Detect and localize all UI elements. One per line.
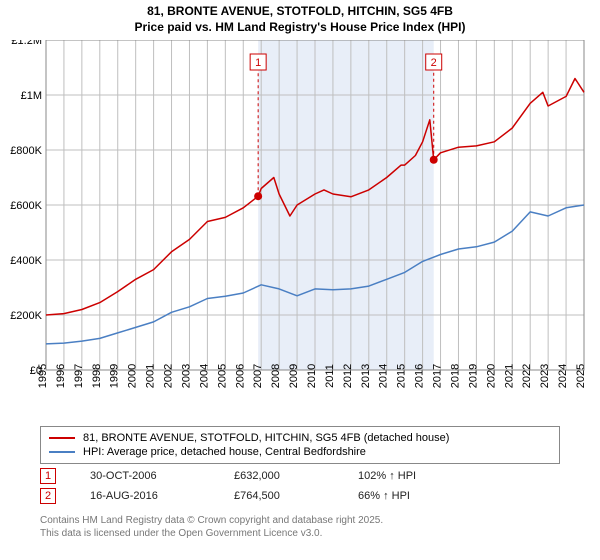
x-tick-label: 2021 bbox=[503, 364, 515, 388]
x-tick-label: 2003 bbox=[180, 364, 192, 388]
legend-swatch bbox=[49, 451, 75, 453]
legend-row: 81, BRONTE AVENUE, STOTFOLD, HITCHIN, SG… bbox=[49, 431, 551, 445]
legend-label: HPI: Average price, detached house, Cent… bbox=[83, 446, 366, 458]
x-tick-label: 1999 bbox=[109, 364, 121, 388]
y-tick-label: £400K bbox=[10, 255, 42, 267]
marker-dot bbox=[254, 192, 262, 200]
x-tick-label: 2018 bbox=[449, 364, 461, 388]
x-tick-label: 1998 bbox=[91, 364, 103, 388]
x-tick-label: 1997 bbox=[73, 364, 85, 388]
x-tick-label: 2007 bbox=[252, 364, 264, 388]
marker-pct: 102% ↑ HPI bbox=[358, 470, 468, 482]
x-tick-label: 2006 bbox=[234, 364, 246, 388]
legend: 81, BRONTE AVENUE, STOTFOLD, HITCHIN, SG… bbox=[40, 426, 560, 464]
x-tick-label: 2014 bbox=[378, 364, 390, 388]
marker-pct: 66% ↑ HPI bbox=[358, 490, 468, 502]
y-tick-label: £600K bbox=[10, 200, 42, 212]
marker-dot bbox=[430, 156, 438, 164]
chart-area: £0£200K£400K£600K£800K£1M£1.2M1995199619… bbox=[6, 40, 594, 420]
marker-date: 30-OCT-2006 bbox=[90, 470, 200, 482]
title-line1: 81, BRONTE AVENUE, STOTFOLD, HITCHIN, SG… bbox=[0, 4, 600, 20]
x-tick-label: 2001 bbox=[145, 364, 157, 388]
x-tick-label: 2012 bbox=[342, 364, 354, 388]
footer-note: Contains HM Land Registry data © Crown c… bbox=[40, 514, 383, 540]
x-tick-label: 2022 bbox=[521, 364, 533, 388]
y-tick-label: £200K bbox=[10, 310, 42, 322]
x-tick-label: 2010 bbox=[306, 364, 318, 388]
title-block: 81, BRONTE AVENUE, STOTFOLD, HITCHIN, SG… bbox=[0, 0, 600, 35]
x-tick-label: 2016 bbox=[414, 364, 426, 388]
x-tick-label: 2011 bbox=[324, 364, 336, 388]
x-tick-label: 2019 bbox=[467, 364, 479, 388]
marker-num-box: 2 bbox=[40, 488, 56, 504]
x-tick-label: 1996 bbox=[55, 364, 67, 388]
chart-figure: 81, BRONTE AVENUE, STOTFOLD, HITCHIN, SG… bbox=[0, 0, 600, 560]
marker-num: 1 bbox=[255, 57, 261, 69]
y-tick-label: £800K bbox=[10, 145, 42, 157]
legend-swatch bbox=[49, 437, 75, 439]
chart-svg: £0£200K£400K£600K£800K£1M£1.2M1995199619… bbox=[6, 40, 594, 420]
x-tick-label: 2005 bbox=[216, 364, 228, 388]
x-tick-label: 2009 bbox=[288, 364, 300, 388]
marker-table-row: 1 30-OCT-2006 £632,000 102% ↑ HPI bbox=[40, 466, 560, 486]
legend-label: 81, BRONTE AVENUE, STOTFOLD, HITCHIN, SG… bbox=[83, 432, 449, 444]
x-tick-label: 2002 bbox=[163, 364, 175, 388]
marker-table-row: 2 16-AUG-2016 £764,500 66% ↑ HPI bbox=[40, 486, 560, 506]
marker-price: £764,500 bbox=[234, 490, 324, 502]
y-tick-label: £1.2M bbox=[11, 40, 42, 47]
x-tick-label: 2017 bbox=[432, 364, 444, 388]
x-tick-label: 2013 bbox=[360, 364, 372, 388]
x-tick-label: 2020 bbox=[485, 364, 497, 388]
x-tick-label: 2024 bbox=[557, 364, 569, 388]
footer-line1: Contains HM Land Registry data © Crown c… bbox=[40, 514, 383, 527]
x-tick-label: 2000 bbox=[127, 364, 139, 388]
y-tick-label: £1M bbox=[21, 90, 42, 102]
x-tick-label: 2023 bbox=[539, 364, 551, 388]
x-tick-label: 2025 bbox=[575, 364, 587, 388]
marker-table: 1 30-OCT-2006 £632,000 102% ↑ HPI 2 16-AUG-20… bbox=[40, 466, 560, 506]
marker-price: £632,000 bbox=[234, 470, 324, 482]
title-line2: Price paid vs. HM Land Registry's House … bbox=[0, 20, 600, 36]
footer-line2: This data is licensed under the Open Gov… bbox=[40, 527, 383, 540]
x-tick-label: 2015 bbox=[396, 364, 408, 388]
x-tick-label: 1995 bbox=[37, 364, 49, 388]
marker-date: 16-AUG-2016 bbox=[90, 490, 200, 502]
legend-row: HPI: Average price, detached house, Cent… bbox=[49, 445, 551, 459]
x-tick-label: 2008 bbox=[270, 364, 282, 388]
marker-num-box: 1 bbox=[40, 468, 56, 484]
x-tick-label: 2004 bbox=[198, 364, 210, 388]
marker-num: 2 bbox=[431, 57, 437, 69]
